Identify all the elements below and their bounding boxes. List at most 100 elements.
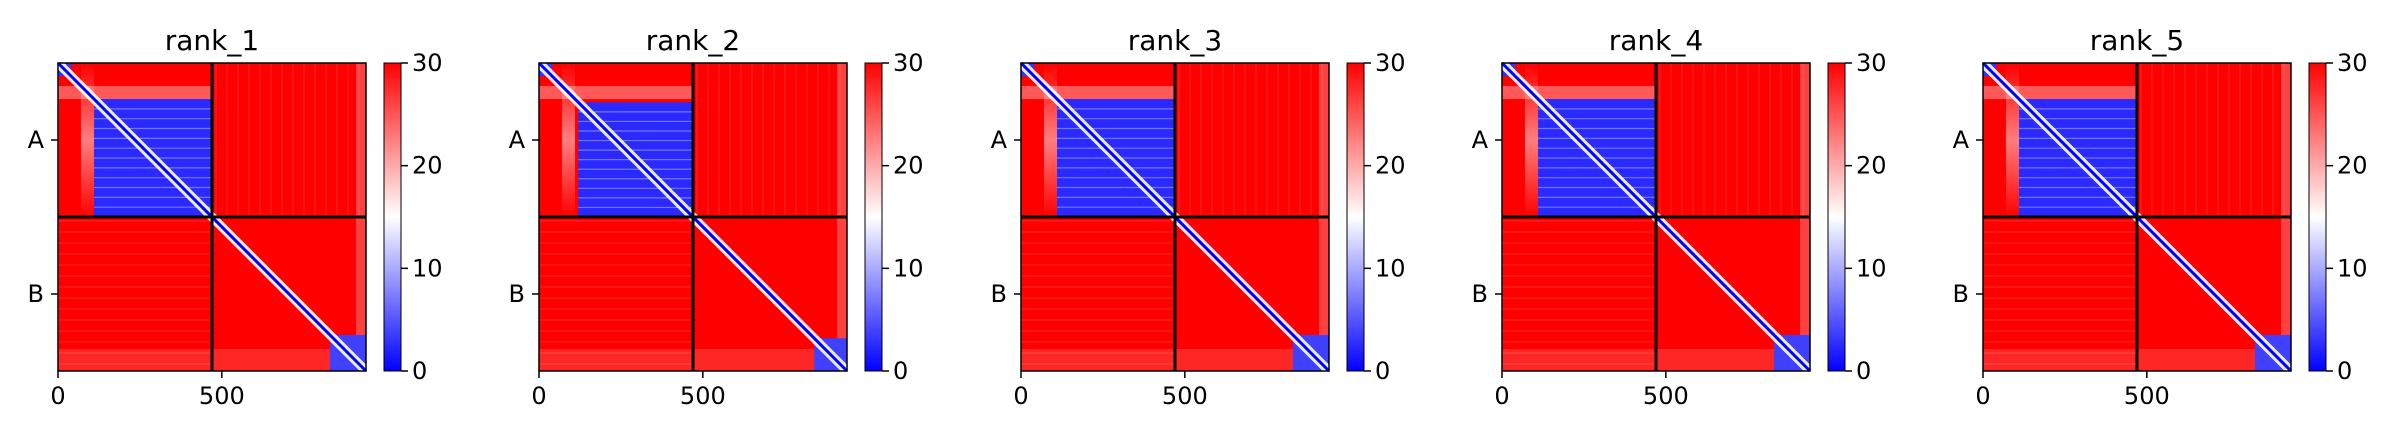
colorbar-tick-label: 30 xyxy=(412,49,443,77)
texture-stripe xyxy=(1277,63,1279,217)
texture-stripe xyxy=(1983,242,2137,244)
x-tick-label: 500 xyxy=(199,382,245,410)
texture-stripe xyxy=(58,330,212,332)
texture-stripe xyxy=(1983,264,2137,266)
texture-stripe xyxy=(839,63,841,217)
texture-stripe xyxy=(1983,253,2137,255)
x-tick-label: 0 xyxy=(1013,382,1028,410)
texture-stripe xyxy=(2250,63,2252,217)
texture-stripe xyxy=(1200,63,1202,217)
texture-stripe xyxy=(1725,63,1727,217)
texture-stripe xyxy=(1747,63,1749,217)
colorbar-tick-label: 20 xyxy=(1856,152,1887,180)
texture-stripe xyxy=(1502,242,1656,244)
texture-stripe xyxy=(347,63,349,217)
texture-stripe xyxy=(2228,63,2230,217)
colorbar-tick-label: 20 xyxy=(412,152,443,180)
y-tick-label: B xyxy=(991,280,1007,308)
texture-stripe xyxy=(314,63,316,217)
texture-stripe xyxy=(259,63,261,217)
axes-frame xyxy=(1020,62,1330,372)
texture-stripe xyxy=(1983,275,2137,277)
y-tick-label: A xyxy=(1953,126,1970,154)
axes-frame xyxy=(1501,62,1811,372)
heatmap-panel-3: rank_3 0 500 A B 0 10 20 30 xyxy=(991,24,1406,410)
texture-stripe xyxy=(539,253,693,255)
texture-stripe xyxy=(1021,308,1175,310)
colorbar xyxy=(1827,62,1846,372)
texture-stripe xyxy=(1021,319,1175,321)
texture-stripe xyxy=(1299,63,1301,217)
texture-stripe xyxy=(1983,286,2137,288)
texture-stripe xyxy=(226,63,228,217)
texture-stripe xyxy=(1703,63,1705,217)
texture-stripe xyxy=(281,63,283,217)
texture-stripe xyxy=(292,63,294,217)
texture-stripe xyxy=(58,297,212,299)
texture-stripe xyxy=(1021,286,1175,288)
texture-stripe xyxy=(1021,341,1175,343)
texture-stripe xyxy=(1021,231,1175,233)
texture-stripe xyxy=(539,341,693,343)
texture-stripe xyxy=(1983,231,2137,233)
texture-stripe xyxy=(1211,63,1213,217)
x-tick-label: 0 xyxy=(1494,382,1509,410)
texture-stripe xyxy=(1502,341,1656,343)
texture-stripe xyxy=(1310,63,1312,217)
colorbar-tick-label: 20 xyxy=(2337,152,2368,180)
texture-stripe xyxy=(2162,63,2164,217)
colorbar xyxy=(383,62,402,372)
texture-stripe xyxy=(539,242,693,244)
texture-stripe xyxy=(740,63,742,217)
texture-stripe xyxy=(58,242,212,244)
colorbar-tick-label: 0 xyxy=(2337,357,2352,385)
texture-stripe xyxy=(358,63,360,217)
heatmap-panel-1: rank_1 0 500 A B 0 10 20 30 xyxy=(28,24,443,410)
texture-stripe xyxy=(2173,63,2175,217)
texture-stripe xyxy=(1321,63,1323,217)
y-tick-label: B xyxy=(1953,280,1969,308)
panel-title: rank_4 xyxy=(1609,24,1703,57)
texture-stripe xyxy=(806,63,808,217)
texture-stripe xyxy=(539,319,693,321)
texture-stripe xyxy=(1021,242,1175,244)
x-tick-label: 500 xyxy=(1643,382,1689,410)
texture-stripe xyxy=(1233,63,1235,217)
texture-stripe xyxy=(1983,352,2137,354)
texture-stripe xyxy=(1983,297,2137,299)
colorbar-tick-label: 20 xyxy=(893,152,924,180)
texture-stripe xyxy=(2195,63,2197,217)
texture-stripe xyxy=(762,63,764,217)
colorbar-tick-label: 0 xyxy=(1375,357,1390,385)
texture-stripe xyxy=(539,286,693,288)
colorbar-tick-label: 30 xyxy=(1856,49,1887,77)
texture-stripe xyxy=(2184,63,2186,217)
texture-stripe xyxy=(215,63,217,217)
texture-stripe xyxy=(1758,63,1760,217)
texture-stripe xyxy=(2217,63,2219,217)
colorbar xyxy=(1346,62,1365,372)
colorbar-tick-label: 0 xyxy=(1856,357,1871,385)
panel-title: rank_2 xyxy=(646,24,740,57)
texture-stripe xyxy=(303,63,305,217)
texture-stripe xyxy=(58,253,212,255)
y-tick-label: A xyxy=(509,126,526,154)
x-tick-label: 0 xyxy=(50,382,65,410)
texture-stripe xyxy=(58,352,212,354)
texture-stripe xyxy=(1222,63,1224,217)
colorbar-tick-label: 10 xyxy=(893,254,924,282)
texture-stripe xyxy=(1502,297,1656,299)
texture-stripe xyxy=(1021,253,1175,255)
texture-stripe xyxy=(1802,63,1804,217)
texture-stripe xyxy=(1021,275,1175,277)
texture-stripe xyxy=(539,330,693,332)
texture-stripe xyxy=(1983,220,2137,222)
y-tick-label: A xyxy=(991,126,1008,154)
texture-stripe xyxy=(1983,363,2137,365)
x-tick-label: 0 xyxy=(531,382,546,410)
texture-stripe xyxy=(2261,63,2263,217)
texture-stripe xyxy=(1983,319,2137,321)
texture-stripe xyxy=(696,63,698,217)
texture-stripe xyxy=(539,231,693,233)
